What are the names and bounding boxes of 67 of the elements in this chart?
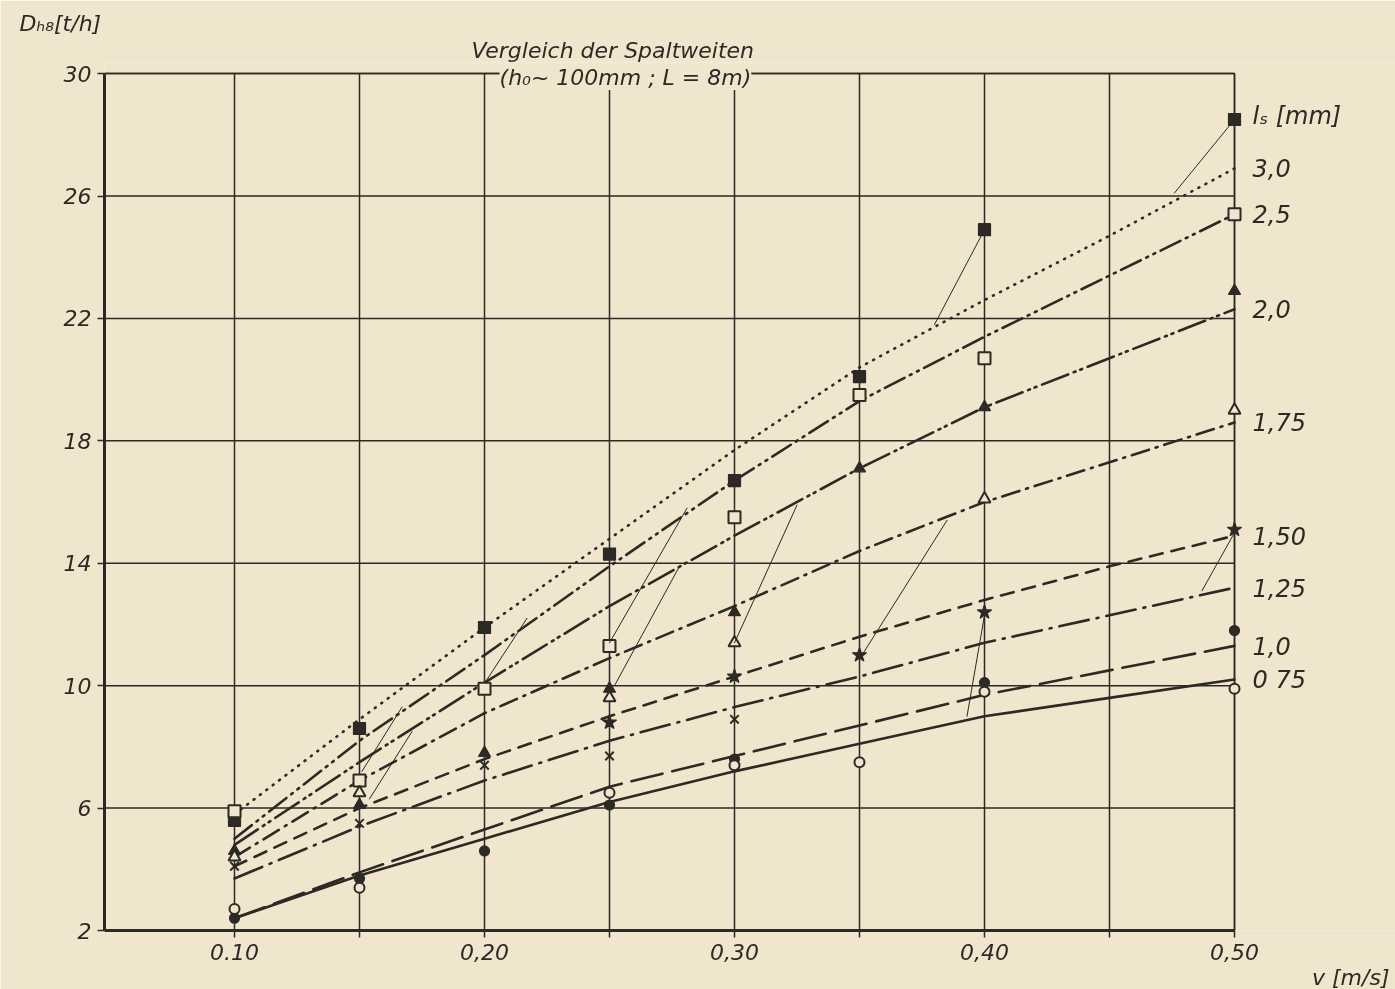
y-tick-label: 10 bbox=[63, 673, 92, 699]
legend-title: lₛ [mm] bbox=[1252, 102, 1342, 131]
point bbox=[602, 547, 617, 561]
point bbox=[977, 351, 992, 366]
point bbox=[601, 714, 618, 730]
x-tick-label: 0.10 bbox=[210, 939, 259, 965]
x-tick-label: 0,40 bbox=[960, 939, 1009, 965]
x-axis-title: v [m/s] bbox=[1312, 964, 1390, 989]
series-label: 1,75 bbox=[1252, 409, 1306, 438]
point bbox=[1227, 207, 1242, 222]
point bbox=[852, 369, 867, 384]
y-tick-label: 22 bbox=[63, 306, 92, 332]
series-label: 1,50 bbox=[1252, 522, 1306, 551]
y-tick-label: 2 bbox=[77, 918, 92, 944]
point bbox=[352, 784, 367, 798]
point bbox=[354, 818, 365, 829]
point bbox=[729, 714, 740, 725]
point bbox=[851, 646, 868, 662]
point bbox=[727, 604, 742, 617]
point bbox=[1226, 521, 1243, 537]
point bbox=[853, 756, 866, 769]
x-tick-label: 0,50 bbox=[1210, 939, 1259, 965]
y-tick-label: 30 bbox=[63, 61, 92, 87]
point bbox=[479, 760, 490, 771]
series-label: 2,5 bbox=[1252, 201, 1291, 230]
point bbox=[977, 223, 992, 237]
series-label: 2,0 bbox=[1252, 296, 1291, 325]
point bbox=[1227, 112, 1242, 127]
y-tick-label: 18 bbox=[63, 428, 92, 454]
point bbox=[1227, 283, 1242, 295]
chart-subtitle: (h₀~ 100mm ; L = 8m) bbox=[499, 65, 752, 91]
point bbox=[477, 745, 492, 758]
x-tick-label: 0,20 bbox=[460, 939, 509, 965]
series-label: 0 75 bbox=[1252, 665, 1306, 694]
point bbox=[977, 491, 992, 504]
point bbox=[1228, 624, 1241, 637]
point bbox=[352, 721, 367, 736]
point bbox=[603, 799, 616, 811]
point bbox=[229, 860, 240, 872]
point bbox=[727, 510, 742, 525]
point bbox=[477, 681, 492, 696]
point bbox=[602, 638, 617, 653]
y-tick-label: 6 bbox=[77, 796, 92, 822]
point bbox=[602, 681, 617, 693]
point bbox=[352, 797, 367, 810]
point bbox=[603, 786, 616, 799]
y-axis-title: Dₕ₈[t/h] bbox=[19, 10, 102, 36]
point bbox=[1227, 402, 1242, 415]
point bbox=[227, 804, 242, 819]
point bbox=[604, 750, 615, 762]
point bbox=[977, 399, 992, 412]
point bbox=[1228, 682, 1241, 695]
point bbox=[852, 387, 867, 402]
chart-title: Vergleich der Spaltweiten bbox=[471, 37, 755, 63]
point bbox=[852, 460, 867, 473]
y-tick-label: 26 bbox=[63, 184, 92, 210]
point bbox=[727, 474, 742, 488]
series-label: 1,25 bbox=[1252, 574, 1306, 603]
point bbox=[477, 620, 492, 635]
series-label: 3,0 bbox=[1252, 155, 1291, 184]
point bbox=[976, 604, 993, 619]
point bbox=[352, 773, 367, 788]
point bbox=[478, 845, 491, 857]
point bbox=[726, 668, 743, 684]
y-tick-label: 14 bbox=[63, 551, 92, 577]
x-tick-label: 0,30 bbox=[710, 939, 759, 965]
series-label: 1,0 bbox=[1252, 632, 1291, 661]
